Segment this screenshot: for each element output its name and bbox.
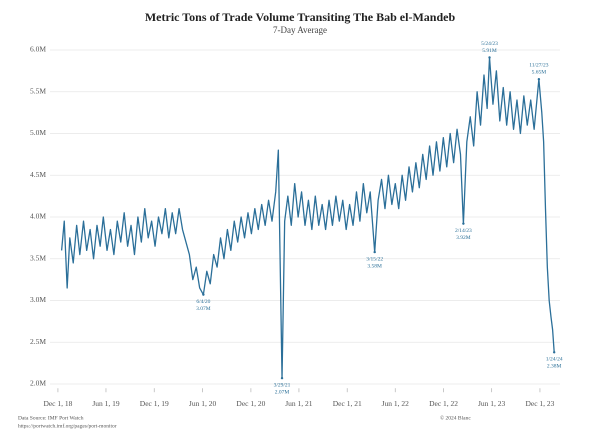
- y-tick-label: 4.5M: [30, 170, 46, 179]
- x-tick-label: Dec 1, 20: [236, 399, 265, 408]
- annotation-point: [280, 376, 284, 380]
- y-tick-label: 6.0M: [30, 45, 46, 54]
- annotation-point: [462, 222, 465, 225]
- annotation-date: 1/24/24: [546, 357, 563, 363]
- x-tick-label: Dec 1, 23: [525, 399, 554, 408]
- annotation-point: [488, 56, 491, 59]
- chart-subtitle: 7-Day Average: [273, 25, 327, 35]
- copyright: © 2024 Blanc: [440, 414, 471, 421]
- annotation-value: 2.07M: [275, 389, 290, 395]
- x-tick-label: Jun 1, 21: [285, 399, 313, 408]
- data-line: [60, 56, 555, 379]
- annotation-date: 5/24/23: [481, 41, 498, 47]
- annotation-point: [552, 351, 556, 354]
- chart-title: Metric Tons of Trade Volume Transiting T…: [145, 10, 456, 24]
- annotation-date: 3/29/21: [274, 382, 291, 388]
- x-tick-label: Dec 1, 19: [140, 399, 169, 408]
- y-tick-label: 5.5M: [30, 86, 46, 95]
- y-tick-label: 5.0M: [30, 128, 46, 137]
- annotation-point: [202, 293, 205, 296]
- annotation-value: 3.92M: [456, 235, 471, 241]
- y-tick-label: 3.0M: [30, 295, 46, 304]
- annotation-date: 6/4/20: [196, 299, 210, 305]
- source: Data Source: IMF Port Watch: [18, 415, 84, 421]
- x-tick-label: Jun 1, 23: [478, 399, 506, 408]
- x-tick-label: Dec 1, 21: [333, 399, 362, 408]
- annotation-value: 5.91M: [482, 48, 497, 54]
- annotation-value: 2.38M: [547, 364, 562, 370]
- annotation-date: 2/14/23: [455, 228, 472, 234]
- annotation-value: 5.65M: [532, 69, 547, 75]
- x-tick-label: Dec 1, 22: [429, 399, 458, 408]
- x-tick-label: Jun 1, 19: [92, 399, 120, 408]
- y-tick-label: 2.0M: [30, 379, 46, 388]
- annotation-date: 3/15/22: [366, 256, 383, 262]
- annotation-point: [373, 250, 376, 254]
- y-tick-label: 4.0M: [30, 212, 46, 221]
- x-tick-label: Jun 1, 20: [189, 399, 217, 408]
- annotation-point: [537, 78, 541, 81]
- y-tick-label: 2.5M: [30, 337, 46, 346]
- x-tick-label: Dec 1, 18: [43, 399, 72, 408]
- source-url: https://portwatch.imf.org/pages/port-mon…: [18, 422, 117, 429]
- annotation-value: 3.58M: [367, 263, 382, 269]
- annotation-value: 3.07M: [196, 306, 211, 312]
- annotation-date: 11/27/23: [529, 62, 549, 68]
- y-tick-label: 3.5M: [30, 253, 46, 262]
- x-tick-label: Jun 1, 22: [382, 399, 410, 408]
